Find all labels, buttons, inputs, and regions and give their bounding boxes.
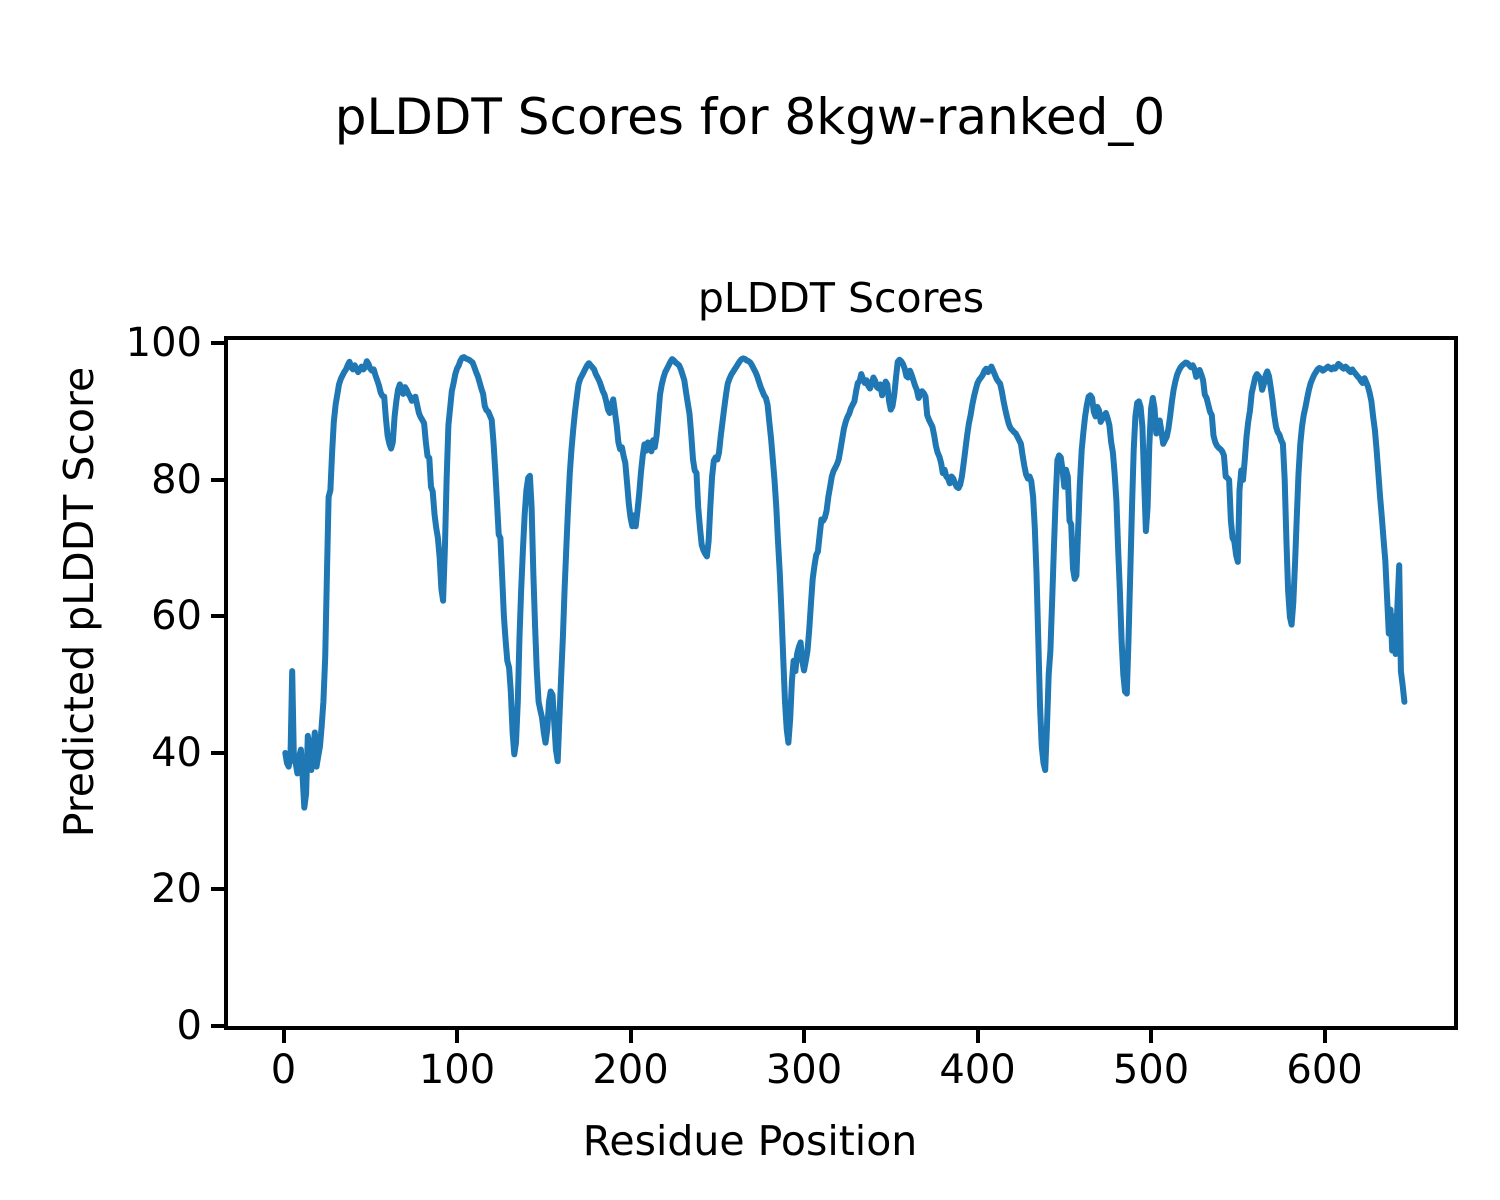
y-tick-label: 0 xyxy=(176,1003,202,1049)
x-tick xyxy=(455,1030,460,1043)
plot-area xyxy=(224,336,1458,1030)
y-tick xyxy=(211,477,224,482)
plot-area-svg xyxy=(282,354,1408,811)
y-tick-label: 80 xyxy=(151,456,202,503)
x-axis-label: Residue Position xyxy=(582,1117,918,1165)
x-tick-label: 0 xyxy=(270,1047,297,1093)
y-tick xyxy=(211,1024,224,1028)
x-tick xyxy=(281,1030,286,1043)
x-tick-label: 300 xyxy=(765,1047,843,1093)
plddt-line xyxy=(282,354,1408,811)
y-tick-label: 60 xyxy=(151,593,202,640)
x-tick xyxy=(1149,1030,1154,1043)
x-tick xyxy=(1322,1030,1327,1043)
y-tick xyxy=(211,614,224,619)
y-tick xyxy=(211,341,224,346)
y-tick-label: 100 xyxy=(125,320,202,367)
y-tick-label: 40 xyxy=(151,729,202,776)
x-tick-label: 600 xyxy=(1286,1047,1363,1093)
x-tick xyxy=(975,1030,980,1043)
x-tick-label: 400 xyxy=(939,1047,1016,1093)
figure-suptitle: pLDDT Scores for 8kgw-ranked_0 xyxy=(334,88,1166,146)
x-tick-label: 100 xyxy=(418,1047,496,1093)
axes-title: pLDDT Scores xyxy=(697,274,985,322)
y-tick xyxy=(211,887,224,892)
x-tick xyxy=(802,1030,807,1043)
x-tick-label: 200 xyxy=(592,1047,669,1093)
x-tick xyxy=(628,1030,633,1043)
x-tick-label: 500 xyxy=(1112,1047,1190,1093)
y-tick xyxy=(211,750,224,755)
y-tick-label: 20 xyxy=(151,866,202,913)
